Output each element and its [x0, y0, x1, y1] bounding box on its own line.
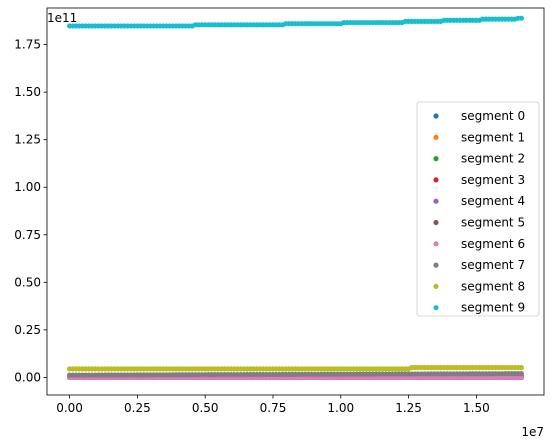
legend-item: segment 4 — [433, 194, 525, 208]
series-point — [518, 364, 525, 371]
y-offset-label: 1e11 — [47, 11, 77, 25]
series-point — [518, 15, 525, 21]
legend-item: segment 5 — [433, 216, 525, 230]
legend-box — [416, 101, 540, 317]
y-tick-label: 0.25 — [14, 323, 41, 337]
series-point — [518, 374, 525, 381]
legend-label: segment 0 — [461, 109, 525, 123]
legend-marker — [433, 177, 439, 183]
series-8 — [66, 364, 525, 372]
x-tick-label: 0.50 — [192, 401, 219, 415]
legend-label: segment 2 — [461, 152, 525, 166]
legend-label: segment 8 — [461, 279, 525, 293]
y-tick-label: 1.25 — [14, 133, 41, 147]
legend-marker — [433, 305, 439, 311]
legend-item: segment 3 — [433, 173, 525, 187]
y-tick-label: 1.00 — [14, 180, 41, 194]
legend-item: segment 7 — [433, 258, 525, 272]
x-tick-label: 1.25 — [395, 401, 422, 415]
legend-item: segment 9 — [433, 301, 525, 315]
x-tick-label: 0.25 — [124, 401, 151, 415]
plot-marks — [66, 15, 525, 381]
series-7 — [66, 371, 525, 378]
y-tick-label: 1.75 — [14, 38, 41, 52]
legend-label: segment 5 — [461, 216, 525, 230]
legend-label: segment 7 — [461, 258, 525, 272]
legend-item: segment 2 — [433, 152, 525, 166]
legend-marker — [433, 283, 439, 289]
x-tick-label: 0.75 — [260, 401, 287, 415]
legend-item: segment 0 — [433, 109, 525, 123]
y-axis: 0.00 0.25 0.50 0.75 1.00 1.25 1.50 1.75 — [14, 38, 47, 384]
series-9 — [66, 15, 525, 29]
y-tick-label: 0.75 — [14, 228, 41, 242]
legend-marker — [433, 156, 439, 162]
x-tick-label: 1.50 — [463, 401, 490, 415]
legend-label: segment 1 — [461, 130, 525, 144]
legend-label: segment 6 — [461, 237, 525, 251]
x-tick-label: 0.00 — [56, 401, 83, 415]
x-tick-label: 1.00 — [327, 401, 354, 415]
legend-marker — [433, 134, 439, 140]
y-tick-label: 1.50 — [14, 85, 41, 99]
legend-marker — [433, 262, 439, 268]
legend-item: segment 6 — [433, 237, 525, 251]
legend-marker — [433, 198, 439, 204]
y-tick-label: 0.50 — [14, 275, 41, 289]
legend-label: segment 4 — [461, 194, 525, 208]
series-point — [518, 371, 525, 377]
legend: segment 0 segment 1 segment 2 segment 3 segm… — [416, 101, 540, 317]
legend-label: segment 3 — [461, 173, 525, 187]
legend-marker — [433, 241, 439, 247]
legend-marker — [433, 113, 439, 119]
legend-item: segment 1 — [433, 130, 525, 144]
legend-marker — [433, 219, 439, 226]
plot-frame — [46, 7, 545, 396]
legend-label: segment 9 — [461, 301, 525, 315]
x-offset-label: 1e7 — [521, 425, 544, 439]
x-axis: 0.00 0.25 0.50 0.75 1.00 1.25 1.50 — [56, 395, 490, 415]
y-tick-label: 0.00 — [14, 370, 41, 384]
legend-item: segment 8 — [433, 279, 525, 293]
